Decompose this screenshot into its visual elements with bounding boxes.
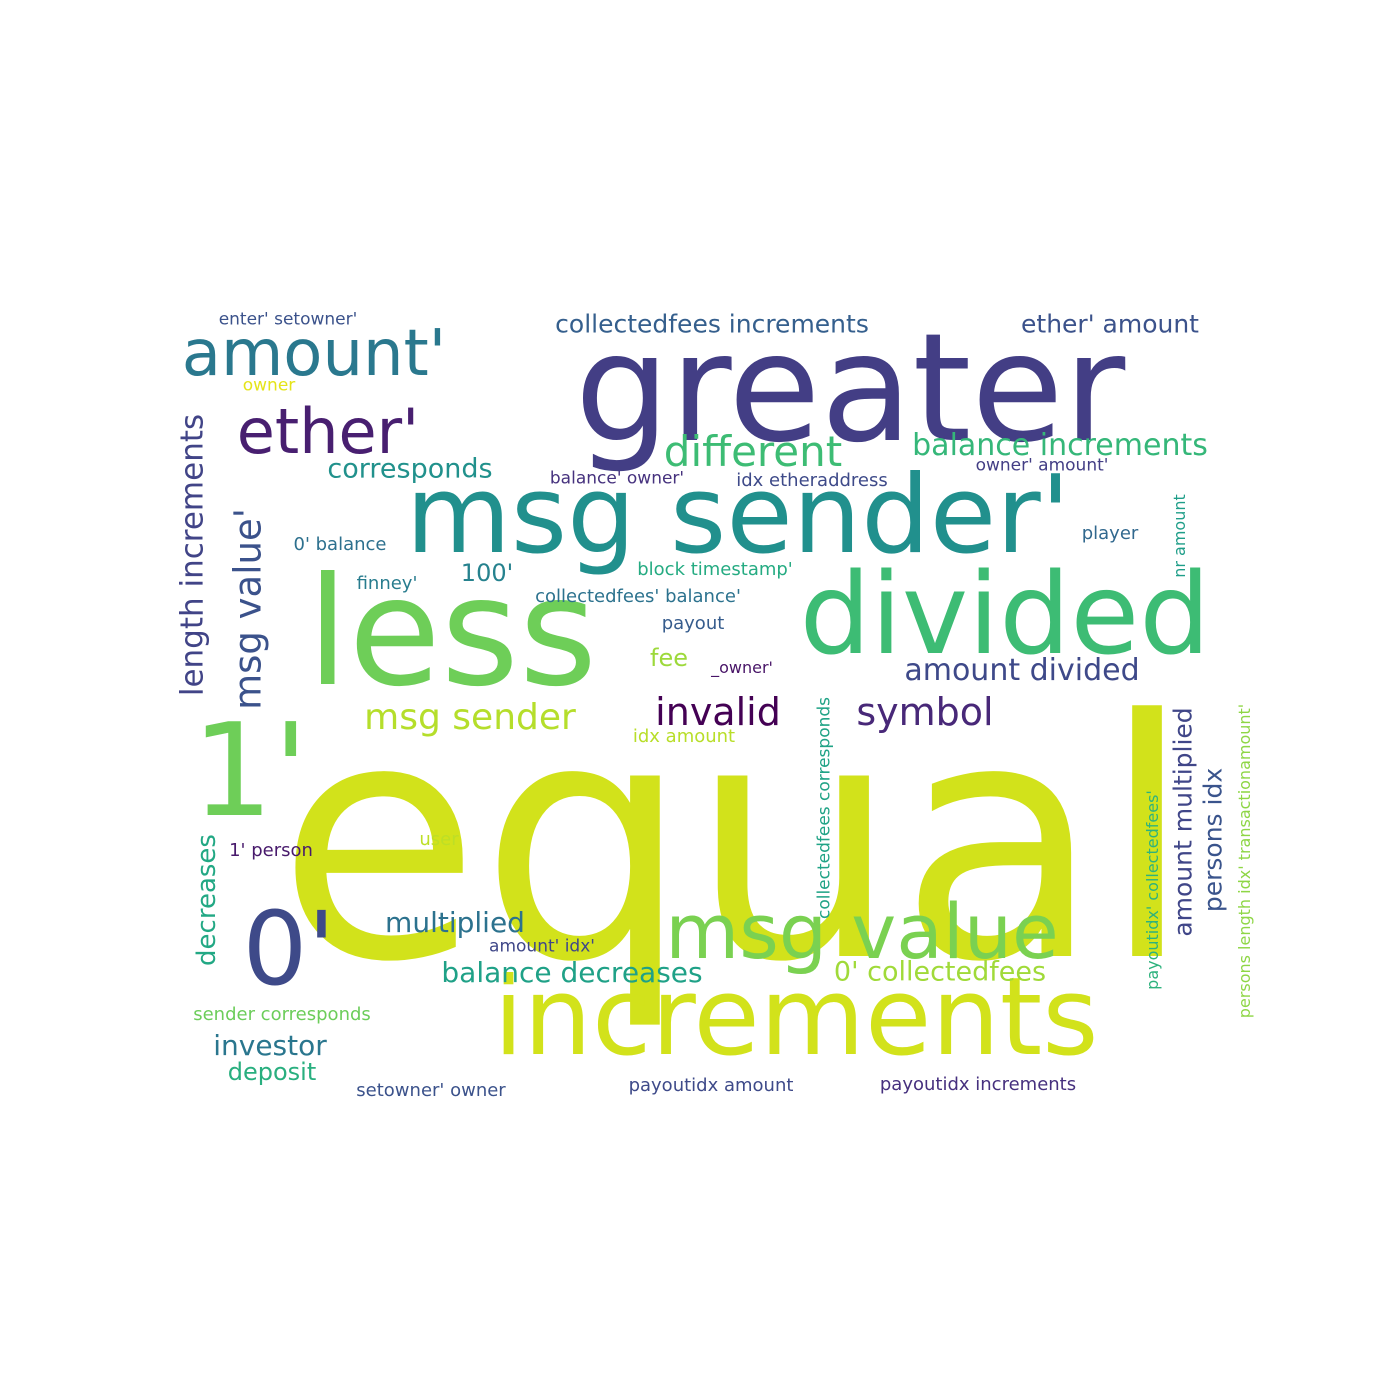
cloud-word: persons idx (1198, 767, 1228, 913)
cloud-word: balance decreases (441, 956, 703, 989)
cloud-word: msg value' (226, 508, 270, 710)
cloud-word: ether' amount (1021, 309, 1199, 339)
cloud-word: different (663, 427, 843, 476)
cloud-word: 0' balance (293, 534, 387, 555)
cloud-word: payoutidx amount (628, 1075, 794, 1096)
cloud-word: nr amount (1170, 494, 1189, 578)
cloud-word: invalid (655, 690, 781, 734)
cloud-word: msg value (665, 887, 1059, 976)
cloud-word: _owner' (711, 658, 773, 677)
cloud-word: owner' amount' (975, 455, 1109, 476)
cloud-word: payoutidx' collectedfees' (1143, 790, 1162, 990)
cloud-word: setowner' owner (356, 1080, 506, 1101)
cloud-word: balance increments (912, 428, 1208, 463)
cloud-word: sender corresponds (193, 1004, 371, 1025)
cloud-word: 1' person (229, 840, 313, 861)
cloud-word: ether' (236, 395, 420, 468)
cloud-word: payoutidx increments (879, 1074, 1077, 1095)
cloud-word: divided (799, 550, 1211, 680)
cloud-word: enter' setowner' (218, 309, 358, 330)
cloud-word: less (306, 546, 598, 720)
cloud-word: greater (574, 302, 1126, 476)
cloud-word: symbol (856, 690, 994, 734)
cloud-word: msg sender (364, 697, 576, 738)
cloud-word: 0' (242, 890, 336, 1009)
cloud-word: length increments (174, 413, 211, 697)
cloud-word: amount divided (904, 653, 1140, 688)
cloud-word: block timestamp' (637, 559, 793, 580)
cloud-word: idx amount (632, 726, 736, 747)
cloud-word: user (419, 829, 459, 850)
cloud-word: balance' owner' (549, 468, 685, 489)
cloud-word: amount' (181, 317, 447, 391)
cloud-word: multiplied (385, 906, 525, 939)
cloud-word: corresponds (327, 453, 493, 485)
cloud-word: idx etheraddress (736, 470, 888, 491)
cloud-word: equal (277, 650, 1193, 1034)
cloud-word: 1' (191, 697, 309, 846)
cloud-word: 100' (460, 559, 514, 587)
cloud-word: finney' (356, 573, 418, 594)
cloud-word: collectedfees' balance' (535, 586, 741, 607)
cloud-word: payout (661, 613, 725, 634)
cloud-word: player (1081, 523, 1139, 544)
cloud-word: investor (213, 1029, 327, 1062)
cloud-word: fee (650, 644, 688, 672)
cloud-word: persons length idx' transactionamount' (1235, 703, 1254, 1019)
cloud-word: msg sender' (405, 453, 1071, 578)
cloud-word: owner (242, 375, 296, 396)
cloud-word: collectedfees increments (555, 309, 869, 339)
cloud-word: deposit (227, 1058, 317, 1086)
cloud-word: decreases (192, 834, 222, 966)
cloud-word: collectedfees corresponds (814, 696, 835, 920)
cloud-word: increments (493, 955, 1099, 1080)
cloud-word: amount' idx' (489, 936, 595, 957)
cloud-word: 0' collectedfees (833, 956, 1047, 988)
cloud-word: amount multiplied (1168, 707, 1198, 937)
